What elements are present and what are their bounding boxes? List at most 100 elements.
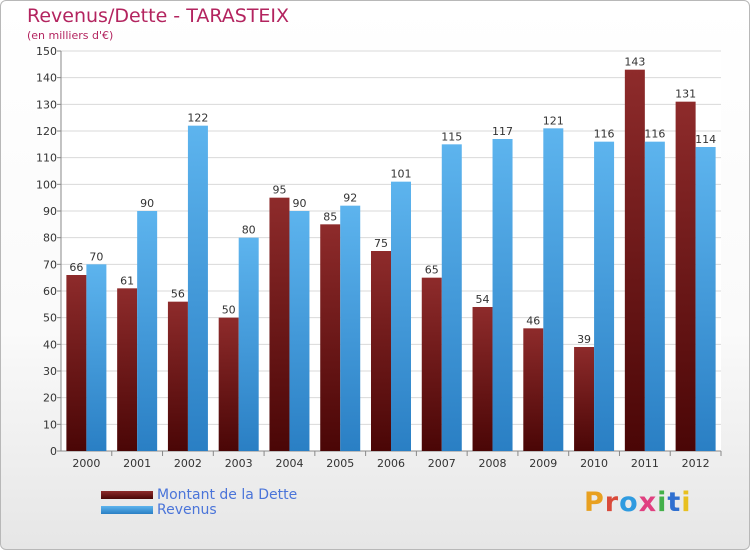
data-label-revenus-2002: 122 [187, 112, 208, 125]
y-tick-label: 10 [43, 418, 57, 431]
y-tick-label: 130 [36, 98, 57, 111]
data-label-debt-2003: 50 [222, 304, 236, 317]
x-tick-label: 2012 [682, 457, 710, 470]
data-label-debt-2006: 75 [374, 237, 388, 250]
legend-item-debt: Montant de la Dette [101, 486, 298, 503]
data-label-debt-2002: 56 [171, 288, 185, 301]
x-tick-label: 2007 [428, 457, 456, 470]
logo-letter: t [667, 487, 682, 518]
data-label-revenus-2000: 70 [89, 250, 103, 263]
bar-revenus-2005 [340, 205, 361, 451]
bar-debt-2008 [472, 307, 493, 451]
data-label-debt-2010: 39 [577, 333, 591, 346]
logo-letter: r [604, 487, 620, 518]
bar-revenus-2004 [289, 211, 310, 451]
data-label-revenus-2012: 114 [695, 133, 716, 146]
x-tick-label: 2003 [225, 457, 253, 470]
data-label-revenus-2006: 101 [391, 168, 412, 181]
y-tick-label: 150 [36, 45, 57, 58]
x-tick-label: 2006 [377, 457, 405, 470]
y-tick-label: 70 [43, 258, 57, 271]
bar-revenus-2012 [695, 147, 716, 451]
y-tick-label: 90 [43, 205, 57, 218]
bar-debt-2009 [523, 328, 544, 451]
bar-debt-2012 [675, 101, 696, 452]
bar-debt-2007 [421, 277, 442, 451]
bar-debt-2002 [167, 301, 188, 451]
data-label-debt-2007: 65 [425, 264, 439, 277]
legend-label-revenus: Revenus [157, 501, 217, 518]
bar-revenus-2000 [86, 264, 107, 451]
bar-debt-2005 [320, 224, 341, 451]
bar-debt-2000 [66, 275, 87, 451]
y-tick-label: 60 [43, 285, 57, 298]
y-tick-label: 0 [50, 445, 57, 458]
data-label-revenus-2009: 121 [543, 114, 564, 127]
bar-revenus-2007 [441, 144, 462, 452]
bar-debt-2011 [624, 69, 645, 452]
data-label-debt-2005: 85 [323, 210, 337, 223]
bar-revenus-2006 [391, 181, 411, 451]
data-label-debt-2011: 143 [624, 56, 645, 69]
logo-letter: x [638, 487, 658, 518]
x-tick-label: 2009 [529, 457, 557, 470]
legend-swatch-revenus [101, 505, 153, 514]
bar-revenus-2009 [543, 128, 564, 451]
y-tick-label: 50 [43, 312, 57, 325]
data-label-revenus-2005: 92 [343, 192, 357, 205]
legend-item-revenus: Revenus [101, 501, 297, 518]
data-label-revenus-2003: 80 [242, 224, 256, 237]
x-tick-label: 2005 [326, 457, 354, 470]
y-tick-label: 40 [43, 338, 57, 351]
x-tick-label: 2010 [580, 457, 608, 470]
legend: Montant de la Dette Revenus [101, 486, 298, 518]
x-tick-label: 2000 [72, 457, 100, 470]
bar-debt-2010 [574, 347, 595, 451]
bar-revenus-2008 [492, 139, 513, 451]
x-tick-label: 2002 [174, 457, 202, 470]
data-label-revenus-2010: 116 [594, 128, 615, 141]
proxiti-logo: Proxiti [584, 487, 692, 518]
data-label-revenus-2004: 90 [292, 197, 306, 210]
bar-debt-2003 [218, 317, 239, 451]
data-label-revenus-2008: 117 [492, 125, 513, 138]
logo-letter: i [681, 487, 692, 518]
y-tick-label: 100 [36, 178, 57, 191]
y-tick-label: 30 [43, 365, 57, 378]
data-label-revenus-2001: 90 [140, 197, 154, 210]
chart-subtitle: (en milliers d'€) [27, 29, 114, 42]
y-tick-label: 120 [36, 125, 57, 138]
data-label-debt-2001: 61 [120, 274, 134, 287]
data-label-debt-2004: 95 [272, 184, 286, 197]
legend-swatch-debt [101, 490, 153, 499]
bar-debt-2006 [371, 251, 391, 451]
bar-debt-2001 [117, 288, 138, 451]
data-label-revenus-2007: 115 [441, 130, 462, 143]
logo-letter: P [584, 487, 605, 518]
logo-letter: i [657, 487, 668, 518]
data-label-debt-2000: 66 [69, 261, 83, 274]
y-tick-label: 110 [36, 152, 57, 165]
bar-revenus-2001 [137, 211, 158, 451]
data-label-revenus-2011: 116 [644, 128, 665, 141]
legend-label-debt: Montant de la Dette [157, 486, 298, 503]
bar-revenus-2003 [238, 237, 259, 451]
bar-revenus-2010 [594, 141, 615, 451]
x-tick-label: 2004 [275, 457, 303, 470]
x-tick-label: 2001 [123, 457, 151, 470]
data-label-debt-2009: 46 [526, 314, 540, 327]
chart-title: Revenus/Dette - TARASTEIX [27, 5, 290, 27]
x-tick-label: 2008 [479, 457, 507, 470]
y-tick-label: 140 [36, 72, 57, 85]
bar-revenus-2011 [644, 141, 665, 451]
y-tick-label: 20 [43, 392, 57, 405]
data-label-debt-2012: 131 [675, 88, 696, 101]
x-tick-label: 2011 [631, 457, 659, 470]
data-label-debt-2008: 54 [476, 293, 490, 306]
logo-letter: o [619, 487, 639, 518]
bar-revenus-2002 [187, 125, 208, 452]
bar-debt-2004 [269, 197, 290, 451]
y-tick-label: 80 [43, 232, 57, 245]
